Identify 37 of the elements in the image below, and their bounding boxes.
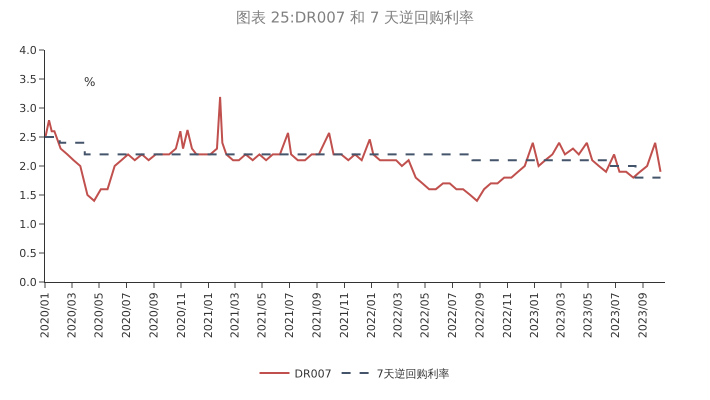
y-tick-label: 2.5: [19, 130, 37, 144]
y-tick-label: 1.0: [19, 218, 37, 231]
x-tick-label: 2023/01: [528, 292, 542, 338]
y-tick-label: 1.5: [19, 188, 37, 202]
y-tick-label: 4.0: [19, 44, 37, 57]
x-tick-label: 2020/05: [92, 292, 106, 338]
legend-label: 7天逆回购利率: [376, 367, 450, 380]
line-series: [45, 96, 662, 202]
y-axis-title: %: [84, 75, 96, 89]
x-tick-label: 2020/07: [120, 292, 133, 338]
x-tick-label: 2020/03: [65, 292, 78, 338]
x-tick-label: 2021/05: [256, 292, 269, 338]
chart-title: 图表 25:DR007 和 7 天逆回购利率: [236, 8, 474, 26]
x-tick-label: 2022/05: [418, 292, 432, 338]
x-tick-label: 2023/03: [554, 292, 568, 338]
x-tick-label: 2020/01: [38, 292, 52, 338]
x-tick-label: 2021/07: [282, 292, 296, 338]
x-tick-label: 2023/05: [582, 292, 595, 338]
y-tick-label: 3.5: [19, 72, 37, 86]
x-tick-label: 2022/11: [500, 292, 514, 338]
y-tick-label: 2.0: [19, 160, 37, 173]
x-tick-label: 2021/09: [310, 292, 324, 338]
x-tick-label: 2022/03: [391, 292, 404, 338]
y-tick-label: 0.5: [19, 246, 37, 260]
x-tick-label: 2020/11: [174, 292, 188, 338]
x-tick-label: 2022/09: [474, 292, 487, 338]
x-tick-label: 2021/11: [338, 292, 351, 338]
x-tick-label: 2022/01: [365, 292, 378, 338]
legend-label: DR007: [294, 367, 332, 380]
y-tick-label: 3.0: [19, 102, 37, 115]
x-tick-label: 2023/07: [608, 292, 622, 338]
x-tick-label: 2021/03: [228, 292, 242, 338]
y-tick-label: 0.0: [19, 276, 37, 289]
x-tick-label: 2023/09: [636, 292, 650, 338]
x-tick-label: 2021/01: [202, 292, 216, 338]
x-tick-label: 2022/07: [446, 292, 459, 338]
x-tick-label: 2020/09: [148, 292, 161, 338]
